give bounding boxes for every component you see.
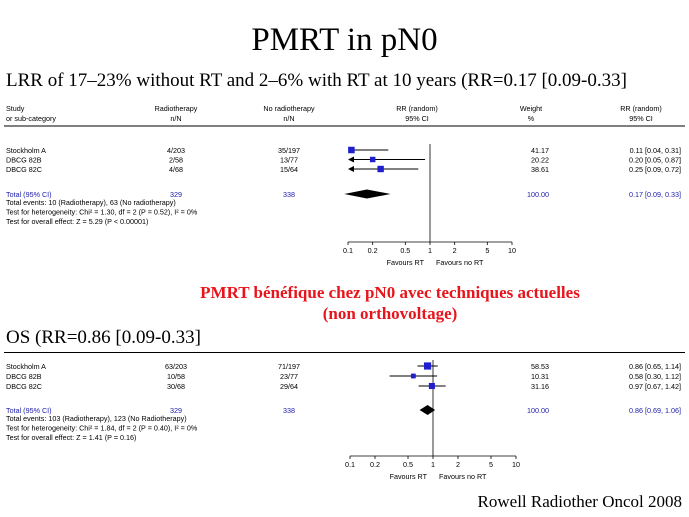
study-name: DBCG 82B [6,372,42,381]
x-tick-label: 2 [456,460,460,469]
stats-note: Test for overall effect: Z = 1.41 (P = 0… [6,433,136,442]
header-weight-line-1: Weight [520,104,542,113]
weight-value: 41.17 [531,146,549,155]
rr-ci-value: 0.97 [0.67, 1.42] [629,382,681,391]
lrr-subtitle: LRR of 17–23% without RT and 2–6% with R… [6,70,627,91]
effect-marker [423,362,432,370]
stats-note: Test for heterogeneity: Chi² = 1.84, df … [6,424,198,433]
rt-events: 30/68 [167,382,185,391]
x-tick-label: 10 [512,460,520,469]
os-forest-plot: Stockholm A 63/203 71/197 58.53 0.86 [0.65, … [6,360,681,481]
rt-events: 10/58 [167,372,185,381]
x-tick-label: 0.2 [368,246,378,255]
header-rr-line-2: 95% CI [629,114,653,123]
x-tick-label: 0.2 [370,460,380,469]
weight-value: 20.22 [531,156,549,165]
x-tick-label: 5 [489,460,493,469]
stats-note: Total events: 103 (Radiotherapy), 123 (N… [6,414,187,423]
rt-events: 63/203 [165,362,187,371]
rr-ci-value: 0.11 [0.04, 0.31] [630,146,681,155]
effect-marker [369,156,376,163]
no-rt-events: 35/197 [278,146,300,155]
weight-value: 38.61 [531,165,549,174]
effect-marker [428,382,435,390]
red-note-line-2: (non orthovoltage) [322,304,458,323]
x-tick-label: 0.5 [400,246,410,255]
rr-ci-value: 0.58 [0.30, 1.12] [629,372,681,381]
x-tick-label: 5 [485,246,489,255]
weight-value: 58.53 [531,362,549,371]
x-tick-label: 2 [453,246,457,255]
x-tick-label: 0.1 [343,246,353,255]
total-label: Total (95% CI) [6,406,52,415]
no-rt-events: 23/77 [280,372,298,381]
total-rr-ci: 0.86 [0.69, 1.06] [629,406,681,415]
header-study-line-2: or sub-category [6,114,56,123]
pooled-diamond [344,189,391,199]
weight-value: 10.31 [531,372,549,381]
favours-no-rt-label: Favours no RT [436,258,484,267]
citation: Rowell Radiother Oncol 2008 [477,492,682,511]
x-tick-label: 0.1 [345,460,355,469]
stats-note: Test for overall effect: Z = 5.29 (P < 0… [6,217,148,226]
rr-ci-value: 0.20 [0.05, 0.87] [629,156,681,165]
header-study-line-1: Study [6,104,25,113]
os-divider [4,352,685,353]
study-name: Stockholm A [6,146,46,155]
header-nort-line-1: No radiotherapy [263,104,315,113]
ci-arrow [348,156,354,163]
total-weight: 100.00 [527,190,549,199]
red-note: PMRT bénéfique chez pN0 avec techniques … [0,282,689,324]
total-label: Total (95% CI) [6,190,52,199]
rt-events: 2/58 [169,156,183,165]
favours-rt-label: Favours RT [390,472,428,481]
x-tick-label: 1 [431,460,435,469]
favours-no-rt-label: Favours no RT [439,472,487,481]
effect-marker [410,373,416,379]
favours-rt-label: Favours RT [387,258,425,267]
total-no-rt: 338 [283,190,295,199]
no-rt-events: 29/64 [280,382,298,391]
rr-ci-value: 0.25 [0.09, 0.72] [629,165,681,174]
stats-note: Test for heterogeneity: Chi² = 1.30, df … [6,208,198,217]
header-rr-line-1: RR (random) [620,104,662,113]
red-note-line-1: PMRT bénéfique chez pN0 avec techniques … [200,283,580,302]
no-rt-events: 13/77 [280,156,298,165]
effect-marker [348,146,355,154]
no-rt-events: 15/64 [280,165,298,174]
os-label: OS (RR=0.86 [0.09-0.33] [6,327,201,348]
study-name: DBCG 82C [6,382,42,391]
total-no-rt: 338 [283,406,295,415]
x-tick-label: 0.5 [403,460,413,469]
header-plot-line-1: RR (random) [396,104,438,113]
study-name: Stockholm A [6,362,46,371]
rr-ci-value: 0.86 [0.65, 1.14] [629,362,681,371]
ci-arrow [348,166,354,172]
stats-note: Total events: 10 (Radiotherapy), 63 (No … [6,198,176,207]
effect-marker [377,165,384,173]
study-name: DBCG 82B [6,156,42,165]
total-rt: 329 [170,406,182,415]
x-tick-label: 10 [508,246,516,255]
rt-events: 4/68 [169,165,183,174]
header-rt-line-2: n/N [170,114,181,123]
no-rt-events: 71/197 [278,362,300,371]
header-weight-line-2: % [528,114,535,123]
rt-events: 4/203 [167,146,185,155]
weight-value: 31.16 [531,382,549,391]
total-weight: 100.00 [527,406,549,415]
total-rr-ci: 0.17 [0.09, 0.33] [629,190,681,199]
header-rt-line-1: Radiotherapy [155,104,198,113]
pooled-diamond [419,405,436,415]
x-tick-label: 1 [428,246,432,255]
header-nort-line-2: n/N [283,114,294,123]
total-rt: 329 [170,190,182,199]
header-plot-line-2: 95% CI [405,114,429,123]
study-name: DBCG 82C [6,165,42,174]
slide-title: PMRT in pN0 [251,22,438,58]
